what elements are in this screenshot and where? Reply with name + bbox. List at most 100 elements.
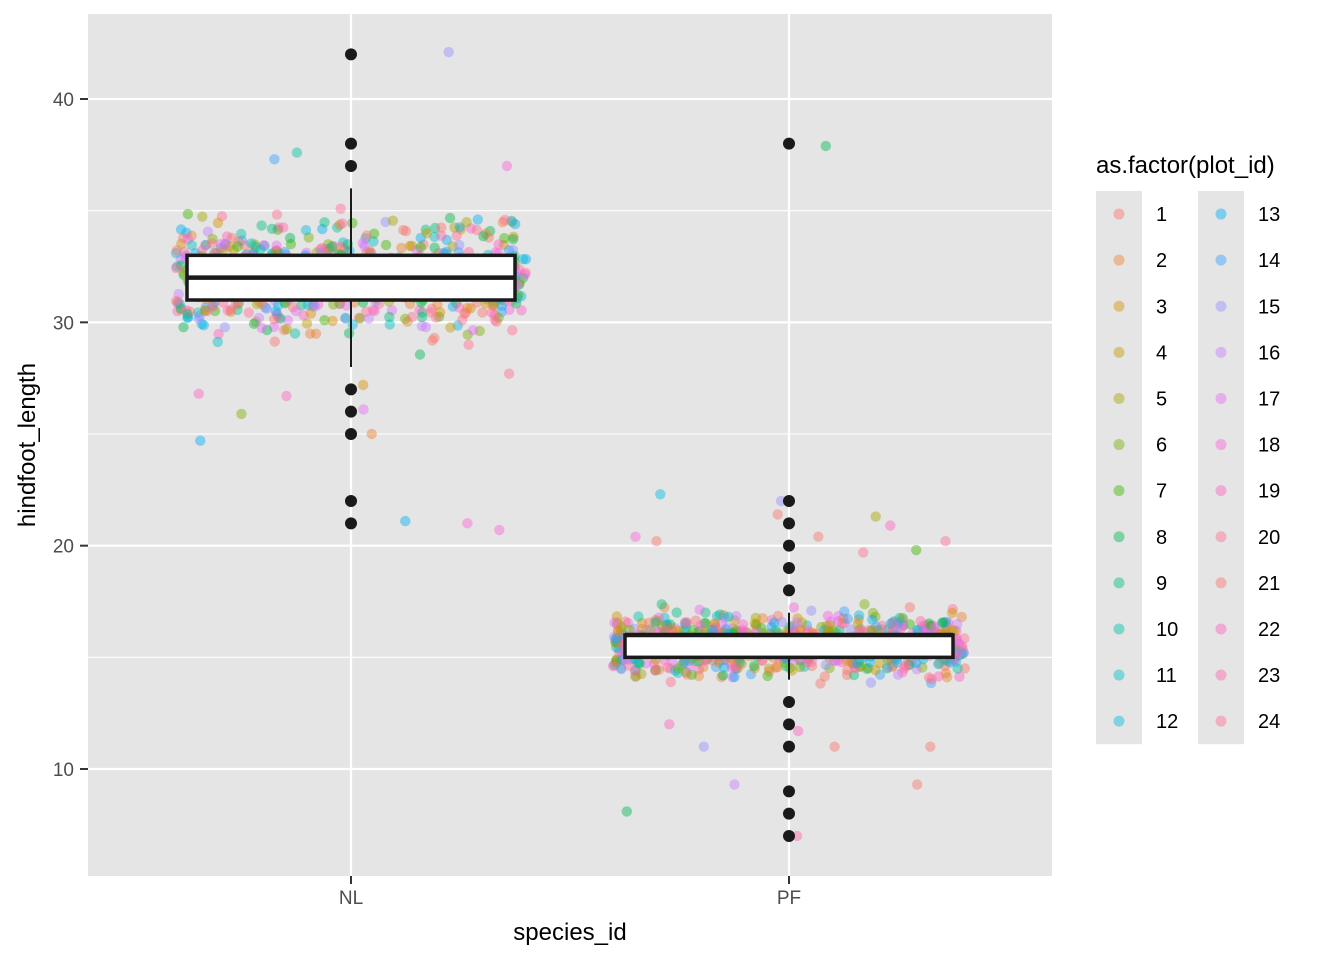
jitter-point — [819, 624, 830, 636]
jitter-point — [269, 154, 280, 165]
jitter-point — [911, 544, 922, 556]
jitter-point — [518, 254, 529, 265]
jitter-point — [208, 301, 219, 312]
jitter-point — [684, 660, 695, 672]
jitter-point — [508, 231, 519, 242]
jitter-point — [301, 318, 313, 329]
jitter-point — [611, 637, 622, 649]
jitter-point — [445, 322, 456, 333]
jitter-point — [219, 322, 230, 333]
jitter-point — [489, 310, 500, 321]
jitter-point — [357, 238, 368, 249]
jitter-point — [632, 657, 643, 668]
jitter-point — [887, 660, 899, 671]
jitter-point — [443, 46, 454, 58]
jitter-point — [858, 547, 869, 558]
jitter-point — [865, 677, 877, 688]
jitter-point — [616, 621, 627, 633]
jitter-point — [215, 242, 226, 254]
jitter-point — [749, 618, 761, 629]
legend-key — [1113, 485, 1125, 497]
jitter-point — [611, 654, 622, 665]
jitter-point — [794, 661, 806, 673]
legend-label: 6 — [1156, 435, 1167, 457]
jitter-point — [940, 667, 951, 679]
jitter-point — [353, 312, 365, 323]
jitter-point — [665, 676, 676, 688]
jitter-point — [694, 604, 705, 615]
jitter-point — [417, 307, 428, 318]
jitter-point — [449, 222, 460, 233]
y-axis: 10 20 30 40 — [53, 90, 88, 781]
jitter-point — [920, 624, 932, 635]
jitter-point — [404, 240, 415, 252]
jitter-point — [326, 242, 337, 253]
jitter-point — [813, 531, 824, 542]
jitter-point — [659, 612, 670, 623]
jitter-point — [441, 234, 452, 246]
jitter-point — [411, 244, 423, 256]
jitter-point — [820, 140, 831, 152]
jitter-point — [666, 623, 677, 634]
jitter-point — [278, 324, 290, 336]
jitter-point — [460, 307, 471, 318]
jitter-point — [462, 329, 473, 340]
jitter-point — [672, 663, 684, 674]
legend-key — [1113, 392, 1125, 404]
legend-label: 17 — [1258, 388, 1280, 410]
jitter-point — [870, 511, 881, 522]
jitter-point — [340, 312, 351, 324]
jitter-point — [175, 304, 187, 315]
jitter-point — [630, 531, 641, 542]
jitter-point — [224, 241, 235, 252]
jitter-point — [728, 623, 739, 634]
panel-background — [88, 14, 1052, 876]
jitter-point — [672, 667, 684, 678]
jitter-point — [269, 336, 280, 347]
jitter-point — [630, 671, 641, 682]
jitter-point — [623, 660, 634, 671]
jitter-point — [182, 312, 194, 323]
jitter-point — [630, 665, 641, 676]
jitter-point — [748, 660, 760, 671]
jitter-point — [751, 619, 762, 630]
jitter-point — [225, 306, 237, 317]
jitter-point — [612, 633, 623, 644]
jitter-point — [820, 659, 832, 671]
jitter-point — [433, 311, 445, 322]
jitter-point — [338, 243, 350, 254]
jitter-point — [855, 623, 866, 635]
jitter-point — [806, 660, 818, 672]
jitter-point — [731, 663, 742, 674]
jitter-point — [636, 617, 648, 629]
jitter-point — [271, 240, 282, 251]
jitter-point — [421, 228, 432, 239]
jitter-point — [175, 254, 186, 265]
jitter-point — [514, 277, 526, 288]
jitter-point — [212, 217, 224, 229]
jitter-point — [876, 620, 887, 631]
jitter-point — [327, 241, 338, 252]
legend-label: 9 — [1156, 573, 1167, 595]
jitter-point — [686, 669, 697, 680]
outlier-point — [783, 495, 795, 508]
jitter-point — [897, 620, 909, 631]
jitter-point — [615, 663, 627, 674]
jitter-point — [719, 612, 731, 623]
jitter-point — [266, 223, 278, 234]
jitter-point — [368, 236, 379, 247]
jitter-point — [186, 230, 197, 241]
jitter-point — [501, 160, 513, 172]
jitter-point — [429, 231, 440, 242]
jitter-point — [665, 619, 676, 630]
grid-lines — [88, 14, 1052, 876]
jitter-point — [516, 305, 527, 316]
legend-key-background — [1198, 191, 1244, 745]
jitter-point — [885, 618, 896, 629]
jitter-point — [415, 242, 426, 253]
jitter-point — [323, 239, 334, 250]
jitter-point — [310, 328, 322, 339]
x-axis: NL PF — [339, 876, 801, 909]
jitter-point — [611, 657, 622, 668]
jitter-point — [952, 663, 963, 674]
